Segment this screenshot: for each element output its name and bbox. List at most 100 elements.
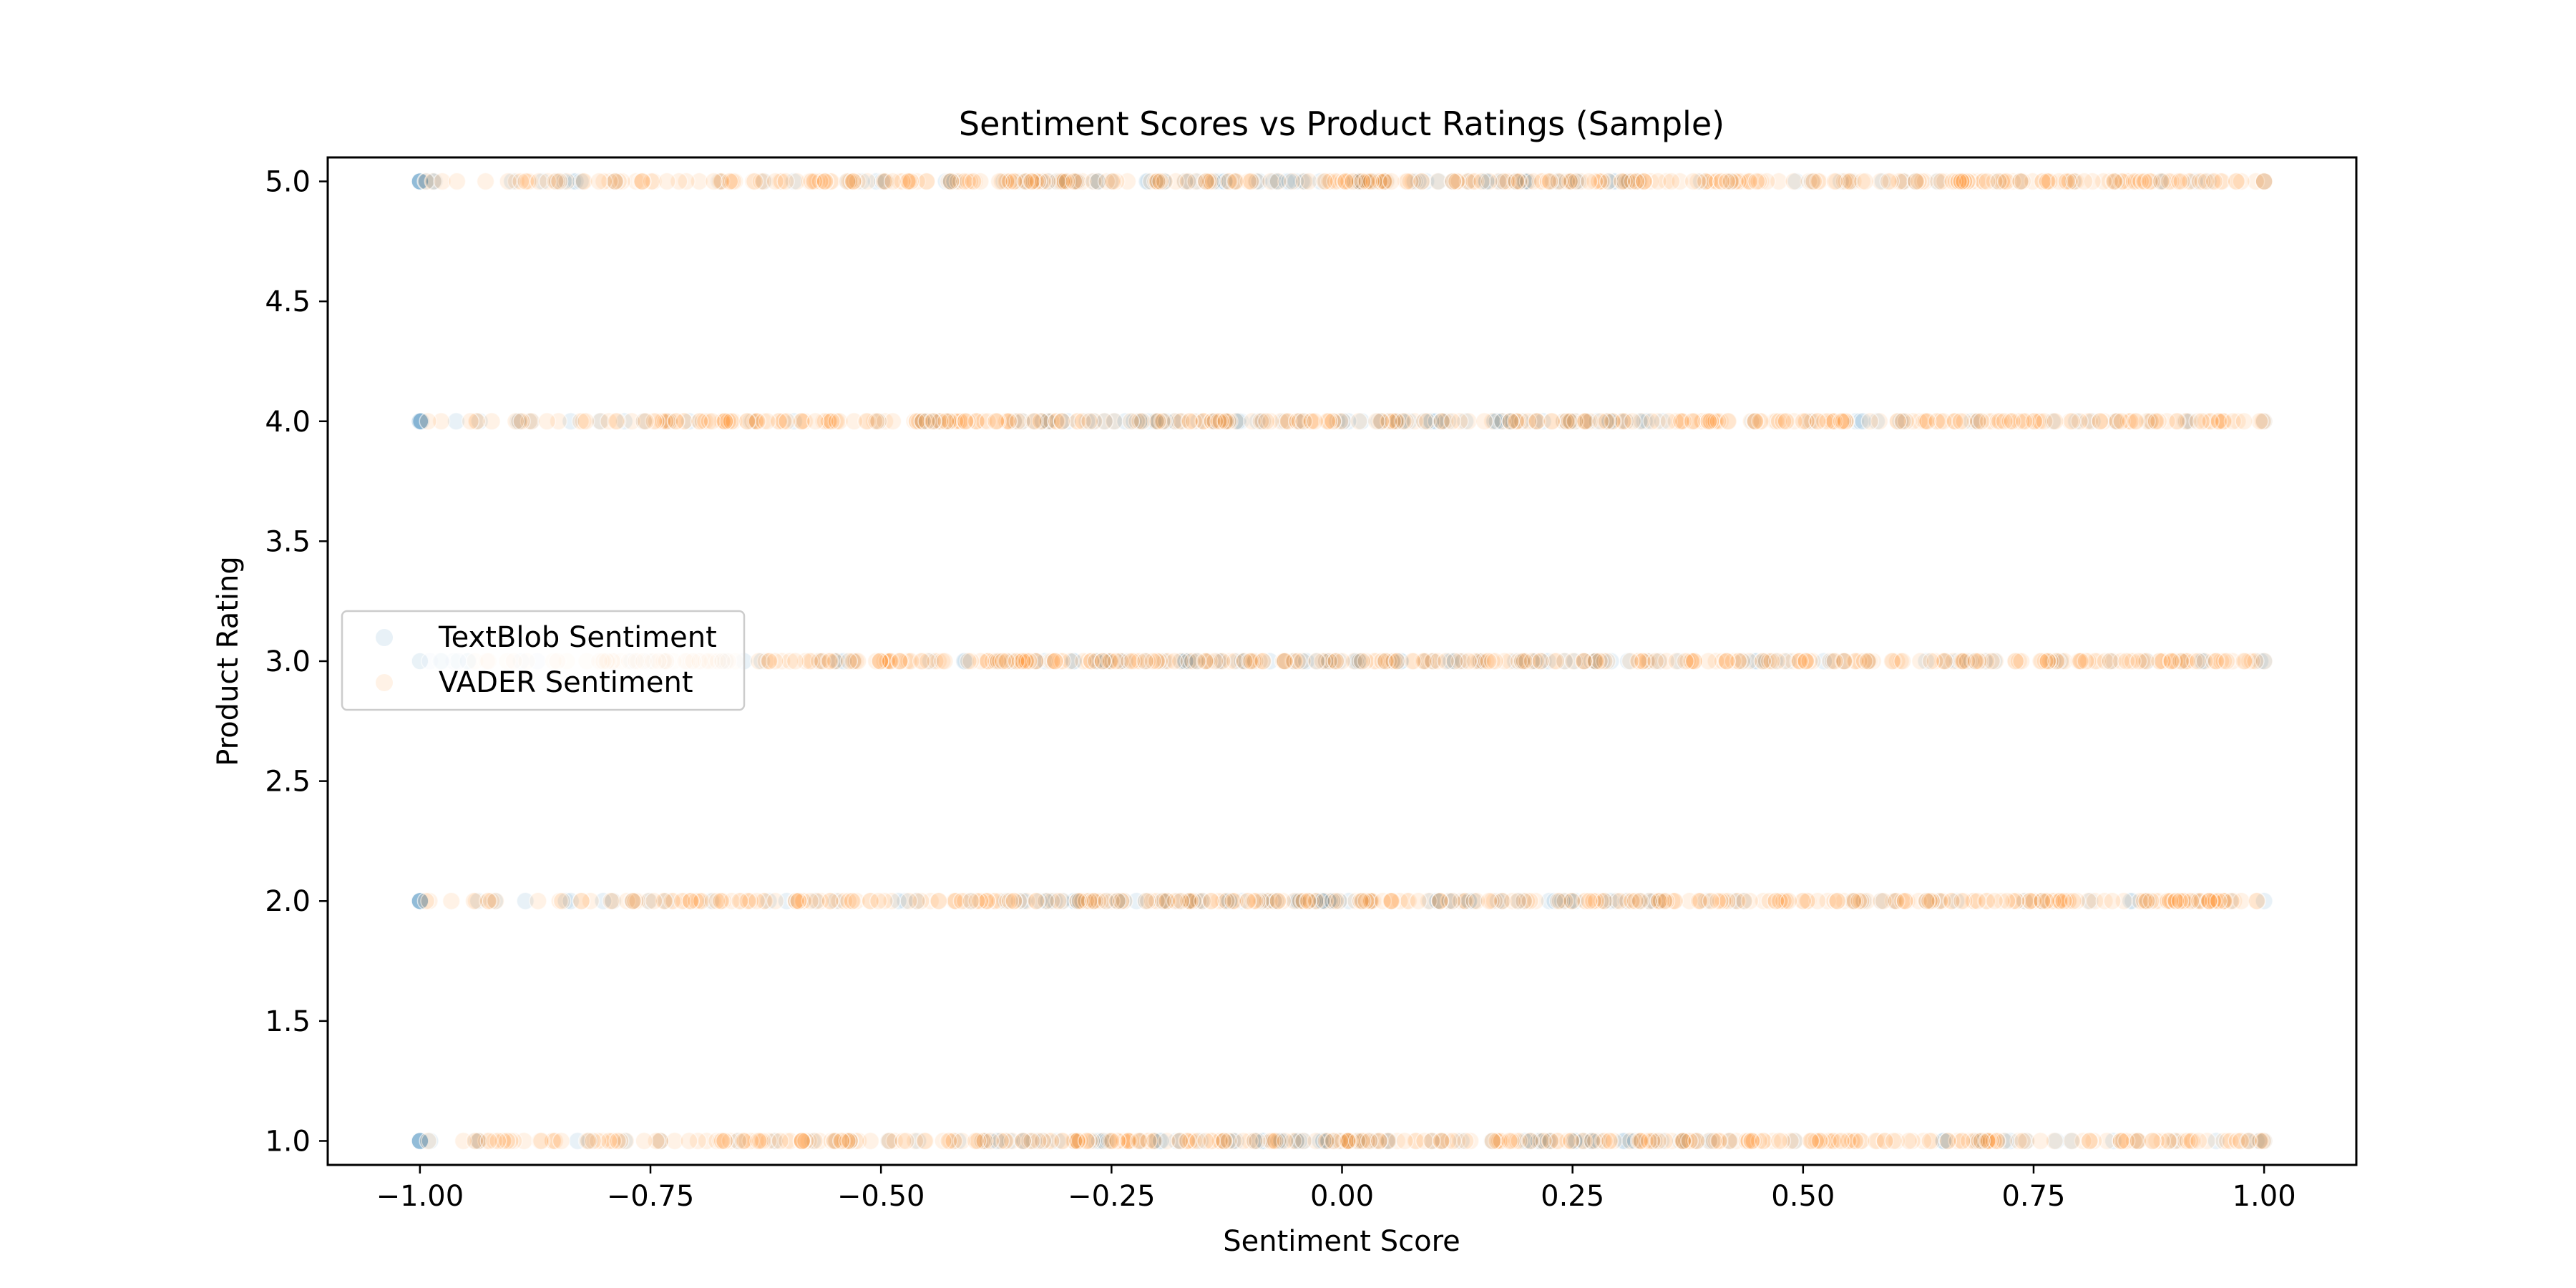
scatter-point xyxy=(1717,652,1736,670)
scatter-point xyxy=(912,652,931,670)
scatter-point xyxy=(1108,1131,1127,1151)
scatter-point xyxy=(1064,172,1083,191)
scatter-point xyxy=(821,652,839,670)
scatter-point xyxy=(2074,172,2094,191)
scatter-point xyxy=(1432,1131,1450,1151)
scatter-point xyxy=(1921,1131,1939,1151)
scatter-point xyxy=(1196,1131,1215,1151)
scatter-point xyxy=(2128,1131,2147,1151)
y-tick-label: 4.0 xyxy=(265,406,311,439)
scatter-point xyxy=(1197,172,1216,191)
scatter-point xyxy=(1013,1131,1033,1151)
scatter-point xyxy=(1599,172,1618,191)
scatter-point xyxy=(447,172,467,191)
scatter-point xyxy=(935,652,954,670)
scatter-point xyxy=(461,412,480,431)
scatter-point xyxy=(1574,652,1594,670)
scatter-point xyxy=(1655,892,1674,910)
x-tick-label: 0.25 xyxy=(1541,1180,1604,1213)
scatter-point xyxy=(1753,652,1772,670)
scatter-point xyxy=(633,172,652,191)
scatter-point xyxy=(1579,172,1599,191)
scatter-point xyxy=(1631,892,1650,910)
scatter-point xyxy=(2039,652,2057,670)
scatter-point xyxy=(1257,412,1276,431)
series-vader xyxy=(416,172,2273,1151)
legend-label-vader: VADER Sentiment xyxy=(439,666,693,699)
scatter-point xyxy=(1855,172,1875,191)
scatter-point xyxy=(1938,1131,1957,1151)
scatter-point xyxy=(2084,1131,2103,1151)
scatter-point xyxy=(1828,892,1847,910)
scatter-point xyxy=(1045,652,1065,670)
scatter-point xyxy=(516,892,535,910)
scatter-point xyxy=(704,172,723,191)
scatter-point xyxy=(832,1131,851,1151)
scatter-point xyxy=(1750,1131,1769,1151)
scatter-point xyxy=(1151,172,1170,191)
scatter-point xyxy=(1268,892,1287,910)
scatter-point xyxy=(771,1131,790,1151)
scatter-point xyxy=(1785,172,1803,191)
scatter-point xyxy=(1680,1131,1699,1151)
scatter-point xyxy=(942,172,960,191)
x-tick-label: −1.00 xyxy=(376,1180,464,1213)
scatter-point xyxy=(1501,412,1520,431)
scatter-point xyxy=(1763,1131,1782,1151)
scatter-point xyxy=(1487,1131,1506,1151)
scatter-point xyxy=(2170,172,2189,191)
scatter-point xyxy=(2103,892,2122,910)
scatter-point xyxy=(1541,172,1559,191)
scatter-point xyxy=(2170,892,2190,910)
scatter-point xyxy=(464,892,484,910)
scatter-point xyxy=(789,892,808,910)
scatter-point xyxy=(2112,1131,2130,1151)
scatter-point xyxy=(713,1131,731,1151)
scatter-point xyxy=(1025,412,1044,431)
scatter-point xyxy=(956,412,975,431)
scatter-point xyxy=(1226,172,1245,191)
scatter-point xyxy=(512,412,531,431)
scatter-point xyxy=(1456,1131,1475,1151)
scatter-point xyxy=(1626,172,1646,191)
scatter-point xyxy=(1068,1131,1087,1151)
scatter-point xyxy=(923,412,942,431)
scatter-point xyxy=(1101,1131,1121,1151)
scatter-point xyxy=(1136,652,1155,670)
scatter-point xyxy=(784,412,804,431)
scatter-point xyxy=(991,1131,1010,1151)
scatter-point xyxy=(497,1131,517,1151)
scatter-point xyxy=(680,412,699,431)
scatter-point xyxy=(1214,1131,1234,1151)
scatter-point xyxy=(1646,652,1665,670)
scatter-point xyxy=(2209,892,2228,910)
scatter-point xyxy=(1631,1131,1649,1151)
scatter-point xyxy=(1315,172,1334,191)
scatter-point xyxy=(822,412,841,431)
scatter-point xyxy=(594,892,613,910)
scatter-point xyxy=(1353,172,1372,191)
scatter-point xyxy=(1022,172,1041,191)
x-axis-label: Sentiment Score xyxy=(1223,1225,1460,1258)
scatter-point xyxy=(552,892,572,910)
scatter-point xyxy=(1906,172,1926,191)
scatter-point xyxy=(1953,652,1972,670)
scatter-point xyxy=(1360,1131,1379,1151)
scatter-point xyxy=(1746,412,1765,431)
scatter-point xyxy=(1038,172,1057,191)
scatter-point xyxy=(1952,892,1971,910)
scatter-point xyxy=(1224,1131,1243,1151)
scatter-point xyxy=(816,172,834,191)
scatter-point xyxy=(1704,1131,1723,1151)
scatter-point xyxy=(1483,1131,1502,1151)
scatter-point xyxy=(1239,892,1257,910)
scatter-point xyxy=(1548,892,1568,910)
scatter-point xyxy=(608,1131,627,1151)
y-axis-label: Product Rating xyxy=(212,556,245,766)
scatter-point xyxy=(1352,652,1372,670)
scatter-point xyxy=(1899,1131,1918,1151)
scatter-point xyxy=(623,892,643,910)
y-tick-label: 4.5 xyxy=(265,286,311,318)
scatter-point xyxy=(776,172,795,191)
